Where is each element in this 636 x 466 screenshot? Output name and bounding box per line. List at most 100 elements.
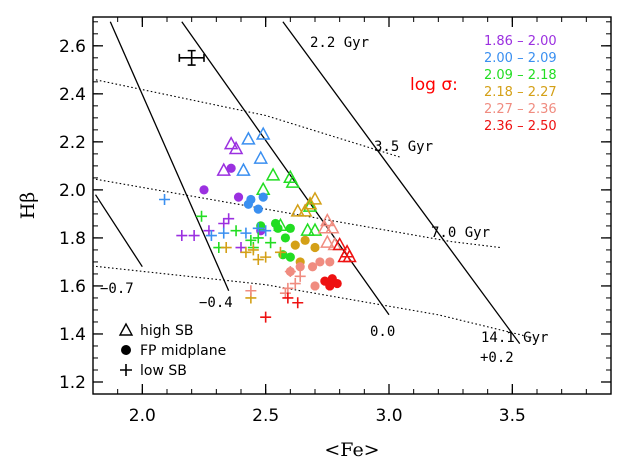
sigma-bin-label: 2.36 – 2.50 (484, 119, 557, 134)
plus-point (274, 246, 286, 258)
circle-point (310, 242, 320, 253)
triangle-point (342, 248, 357, 263)
plus-point (252, 222, 264, 234)
triangle-point (300, 222, 315, 236)
age-line (93, 78, 402, 159)
triangle-point (325, 220, 340, 234)
plus-point (223, 213, 235, 225)
age-line (93, 265, 538, 340)
triangle-point (253, 150, 268, 164)
triangle-point (302, 198, 318, 212)
plus-point (260, 225, 272, 237)
x-tick-label: 3.5 (499, 406, 526, 426)
legend-label: FP midplane (140, 343, 226, 359)
sigma-bin-label: 2.27 – 2.36 (484, 102, 557, 117)
circle-point (325, 281, 335, 291)
plus-point (284, 266, 296, 278)
circle-point (325, 257, 335, 267)
circle-point (258, 192, 268, 202)
plus-point (252, 232, 264, 244)
legend-label: low SB (140, 363, 187, 379)
sigma-bin-label: 2.09 – 2.18 (484, 68, 557, 83)
plus-point (252, 254, 264, 266)
plus-point (230, 225, 242, 237)
circle-point (307, 262, 318, 272)
circle-point (310, 281, 320, 291)
age-label: 3.5 Gyr (374, 139, 433, 155)
metallicity-label: +0.2 (480, 350, 514, 366)
metallicity-label: −0.4 (199, 295, 233, 311)
circle-point (226, 163, 236, 173)
age-line (88, 13, 290, 14)
age-label: 7.0 Gyr (431, 225, 490, 241)
plus-point (203, 225, 215, 237)
plus-point (205, 230, 217, 242)
triangle-point (223, 136, 239, 150)
y-tick-label: 1.6 (59, 277, 86, 297)
plus-point (260, 311, 272, 323)
plus-point (289, 278, 301, 290)
plus-point (282, 282, 294, 294)
age-label: 2.2 Gyr (310, 35, 369, 51)
circle-point (246, 194, 256, 205)
y-tick-label: 1.2 (59, 373, 86, 393)
circle-point (332, 278, 342, 289)
circle-point (199, 185, 209, 195)
grid-labels: 2.2 Gyr 3.5 Gyr 7.0 Gyr 14.1 Gyr −0.7 −0.4 0.0… (100, 35, 548, 366)
circle-point (295, 262, 305, 272)
circle-point (290, 240, 300, 250)
y-tick-label: 1.8 (59, 229, 86, 249)
x-axis-title: <Fe> (324, 439, 379, 461)
triangle-point (228, 140, 244, 155)
model-grid (88, 13, 538, 344)
age-label: 14.1 Gyr (481, 330, 548, 346)
circle-point (273, 223, 283, 233)
error-bar (178, 49, 205, 66)
y-tick-label: 2.4 (59, 85, 86, 105)
plus-point (218, 218, 230, 230)
plus-point (279, 287, 291, 299)
circle-point (300, 235, 310, 245)
triangle-point (285, 174, 301, 188)
x-tick-label: 3.0 (375, 406, 402, 426)
plot-frame (92, 16, 612, 395)
plus-point (240, 227, 252, 239)
plus-point (265, 237, 277, 249)
plus-point (292, 297, 304, 309)
metallicity-line (109, 21, 230, 291)
metallicity-label: 0.0 (370, 324, 395, 340)
triangle-point (320, 234, 335, 248)
triangle-point (307, 191, 323, 205)
circle-point (280, 233, 290, 243)
y-axis-title: Hβ (17, 192, 39, 220)
plus-point (196, 210, 208, 222)
triangle-point (236, 162, 251, 176)
legend-triangle-marker (118, 322, 134, 336)
triangle-point (290, 203, 305, 217)
sigma-legend-title: log σ: (410, 75, 458, 95)
metallicity-line (94, 194, 143, 268)
circle-point (285, 223, 295, 233)
metallicity-label: −0.7 (100, 281, 134, 297)
plus-point (159, 193, 171, 205)
triangle-point (241, 131, 256, 145)
plus-point (188, 230, 200, 242)
legend-plus-marker (120, 364, 132, 376)
plus-point (247, 244, 259, 256)
data-points (159, 126, 357, 323)
y-tick-label: 2.6 (59, 37, 86, 57)
plus-point (220, 242, 232, 254)
sigma-bin-label: 1.86 – 2.00 (484, 34, 557, 49)
triangle-point (332, 236, 347, 251)
plus-point (240, 246, 252, 258)
plus-point (235, 242, 247, 254)
x-tick-label: 2.0 (129, 406, 156, 426)
plus-point (282, 292, 294, 304)
circle-point (315, 257, 325, 267)
y-tick-label: 2.0 (59, 181, 86, 201)
plus-point (294, 270, 306, 282)
age-line (93, 178, 501, 249)
circle-point (233, 192, 244, 202)
plus-point (245, 285, 257, 297)
sigma-bin-label: 2.00 – 2.09 (484, 51, 557, 66)
